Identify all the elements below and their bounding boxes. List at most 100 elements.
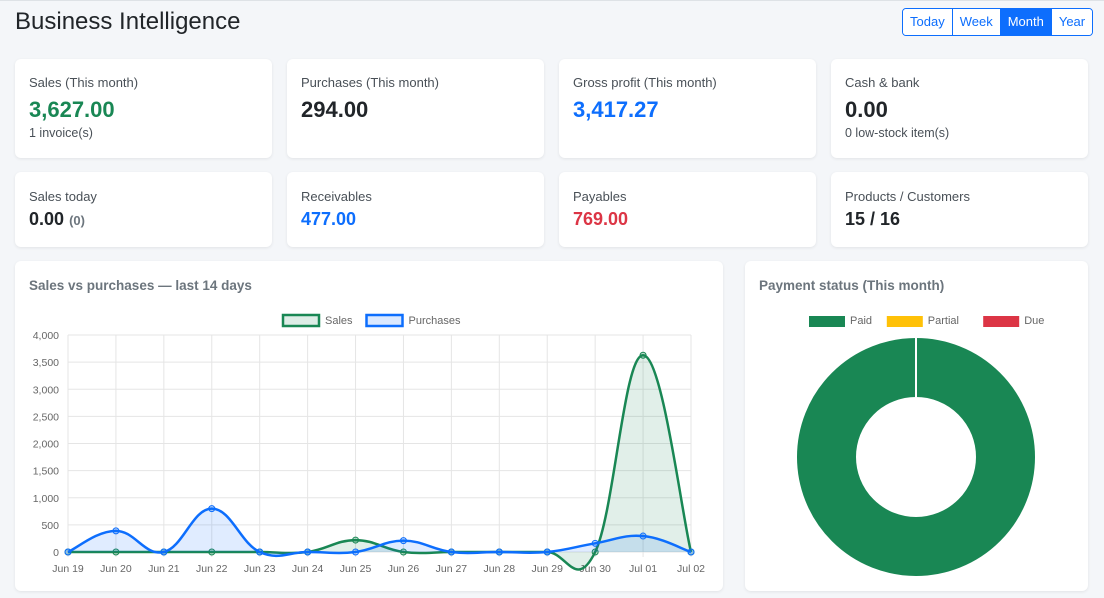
- data-point-purchases: [687, 548, 695, 556]
- data-point-purchases: [112, 527, 120, 535]
- legend-label: Paid: [850, 315, 872, 327]
- data-point-purchases: [591, 539, 599, 547]
- y-tick-label: 2,500: [33, 411, 59, 423]
- data-point-purchases: [639, 532, 647, 540]
- y-tick-label: 3,500: [33, 357, 59, 369]
- x-tick-label: Jun 29: [531, 563, 563, 575]
- kpi-value: 294.00: [301, 97, 369, 122]
- legend-label: Due: [1024, 315, 1044, 327]
- range-today-button[interactable]: Today: [903, 9, 953, 35]
- x-tick-label: Jun 19: [52, 563, 84, 575]
- kpi-card-sales-today: Sales today 0.00 (0): [15, 172, 272, 247]
- series-line-purchases: [67, 507, 692, 558]
- kpi-value-amount: 0.00: [29, 209, 65, 229]
- data-point-sales: [352, 536, 360, 544]
- legend-label: Purchases: [409, 315, 461, 327]
- data-point-purchases: [399, 537, 407, 545]
- x-tick-label: Jun 21: [148, 563, 180, 575]
- x-tick-label: Jun 23: [244, 563, 276, 575]
- legend-swatch: [983, 316, 1020, 327]
- kpi-value: 0.00 (0): [29, 209, 85, 230]
- range-year-button[interactable]: Year: [1051, 9, 1093, 35]
- kpi-label: Cash & bank: [845, 75, 920, 90]
- x-tick-label: Jul 01: [629, 563, 657, 575]
- data-point-purchases: [543, 548, 551, 556]
- legend-swatch: [809, 316, 845, 327]
- kpi-card-cash-bank: Cash & bank 0.00 0 low-stock item(s): [831, 59, 1088, 158]
- chart-title: Payment status (This month): [759, 278, 945, 293]
- page-title: Business Intelligence: [15, 8, 241, 35]
- payment-status-chart-card: Payment status (This month) Paid Partial D…: [745, 261, 1088, 591]
- data-point-purchases: [447, 548, 455, 556]
- kpi-value: 477.00: [301, 209, 357, 229]
- kpi-card-sales-month: Sales (This month) 3,627.00 1 invoice(s): [15, 59, 272, 158]
- series-area-purchases: [68, 508, 691, 556]
- legend-label: Partial: [928, 315, 959, 327]
- kpi-label: Sales today: [29, 189, 97, 204]
- kpi-label: Receivables: [301, 189, 372, 204]
- legend-item-purchases: Purchases: [365, 313, 461, 328]
- series-area-sales: [68, 355, 691, 570]
- legend-swatch: [365, 313, 404, 328]
- data-point-sales: [112, 548, 120, 556]
- kpi-label: Gross profit (This month): [573, 75, 717, 90]
- kpi-value: 15 / 16: [845, 209, 901, 229]
- legend-label: Sales: [325, 315, 353, 327]
- x-tick-label: Jun 28: [484, 563, 516, 575]
- legend-swatch: [281, 313, 321, 328]
- x-tick-label: Jun 27: [436, 563, 468, 575]
- chart-title: Sales vs purchases — last 14 days: [29, 278, 252, 293]
- kpi-value: 0.00: [845, 97, 888, 122]
- x-tick-label: Jul 02: [677, 563, 705, 575]
- data-point-sales: [208, 548, 216, 556]
- kpi-card-purchases-month: Purchases (This month) 294.00: [287, 59, 544, 158]
- legend-item-partial: Partial: [886, 315, 959, 327]
- sales-purchases-chart: Sales Purchases 0 500 1,000 1,500 2,000 2,500 3,…: [33, 313, 705, 575]
- kpi-card-receivables: Receivables 477.00: [287, 172, 544, 247]
- data-point-purchases: [495, 548, 503, 556]
- kpi-card-payables: Payables 769.00: [559, 172, 816, 247]
- kpi-label: Payables: [573, 189, 627, 204]
- y-tick-label: 1,500: [33, 466, 59, 478]
- kpi-label: Products / Customers: [845, 189, 970, 204]
- y-tick-label: 1,000: [33, 493, 59, 505]
- legend-item-paid: Paid: [809, 315, 872, 327]
- range-week-button[interactable]: Week: [952, 9, 1001, 35]
- legend-item-sales: Sales: [281, 313, 353, 328]
- data-point-purchases: [160, 548, 168, 556]
- kpi-label: Purchases (This month): [301, 75, 439, 90]
- kpi-count: (0): [69, 213, 85, 228]
- x-tick-label: Jun 26: [388, 563, 420, 575]
- legend-item-due: Due: [983, 315, 1044, 327]
- range-selector: Today Week Month Year: [902, 8, 1094, 36]
- x-tick-label: Jun 20: [100, 563, 132, 575]
- kpi-value: 3,627.00: [29, 97, 115, 122]
- series-line-sales: [67, 353, 693, 571]
- kpi-card-gross-profit: Gross profit (This month) 3,417.27: [559, 59, 816, 158]
- y-tick-label: 3,000: [33, 384, 59, 396]
- data-point-purchases: [256, 548, 264, 556]
- kpi-value: 3,417.27: [573, 97, 659, 122]
- range-month-button[interactable]: Month: [1000, 9, 1052, 35]
- legend-swatch: [886, 316, 923, 327]
- kpi-card-products-customers: Products / Customers 15 / 16: [831, 172, 1088, 247]
- kpi-label: Sales (This month): [29, 75, 139, 90]
- kpi-sub: 1 invoice(s): [29, 126, 93, 140]
- payment-status-chart: Paid Partial Due: [797, 315, 1044, 576]
- y-tick-label: 0: [53, 547, 59, 559]
- data-point-purchases: [208, 505, 216, 513]
- data-point-sales: [639, 351, 647, 359]
- kpi-sub: 0 low-stock item(s): [845, 126, 950, 140]
- x-tick-label: Jun 24: [292, 563, 324, 575]
- y-tick-label: 500: [41, 520, 59, 532]
- y-tick-label: 4,000: [33, 330, 59, 342]
- data-point-purchases: [352, 548, 360, 556]
- kpi-value: 769.00: [573, 209, 629, 229]
- data-point-sales: [399, 548, 407, 556]
- data-point-purchases: [64, 548, 72, 556]
- x-tick-label: Jun 25: [340, 563, 372, 575]
- data-point-sales: [591, 548, 599, 556]
- x-tick-label: Jun 22: [196, 563, 228, 575]
- data-point-purchases: [304, 548, 312, 556]
- sales-purchases-chart-card: Sales vs purchases — last 14 days Sales P…: [15, 261, 723, 591]
